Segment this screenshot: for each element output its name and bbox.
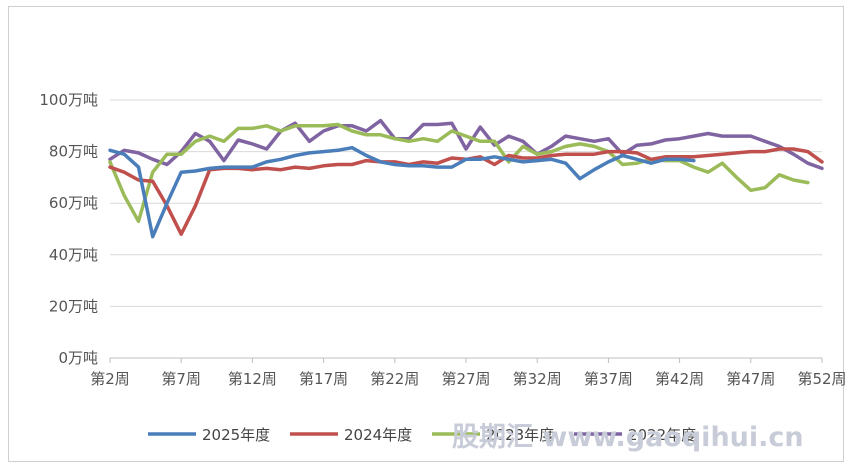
x-tick-label: 第47周 bbox=[726, 370, 775, 388]
x-tick-label: 第32周 bbox=[513, 370, 562, 388]
legend-label: 2025年度 bbox=[202, 426, 270, 444]
legend: 2025年度 2024年度 2023年度 2022年度 bbox=[148, 426, 696, 444]
gridlines bbox=[110, 99, 822, 307]
y-tick-label: 100万吨 bbox=[39, 91, 98, 109]
y-tick-label: 40万吨 bbox=[49, 246, 98, 264]
x-tick-label: 第37周 bbox=[584, 370, 633, 388]
x-tick-label: 第7周 bbox=[161, 370, 201, 388]
series-line-2023年度 bbox=[108, 122, 810, 224]
x-tick-label: 第22周 bbox=[370, 370, 419, 388]
series-line-2022年度 bbox=[108, 118, 824, 171]
x-tick-label: 第12周 bbox=[228, 370, 277, 388]
watermark: 股期汇 www.gaoqihui.cn bbox=[452, 422, 804, 453]
x-tick-label: 第42周 bbox=[655, 370, 704, 388]
series-line-2024年度 bbox=[108, 147, 824, 236]
y-axis-tick-labels: 0万吨 20万吨 40万吨 60万吨 80万吨 100万吨 bbox=[39, 91, 98, 367]
chart-frame bbox=[8, 6, 844, 462]
legend-label: 2024年度 bbox=[344, 426, 412, 444]
x-tick-label: 第52周 bbox=[797, 370, 846, 388]
legend-label: 2022年度 bbox=[628, 426, 696, 444]
legend-label: 2023年度 bbox=[486, 426, 554, 444]
y-tick-label: 20万吨 bbox=[49, 297, 98, 315]
x-tick-label: 第17周 bbox=[299, 370, 348, 388]
y-tick-label: 80万吨 bbox=[49, 143, 98, 161]
y-tick-label: 60万吨 bbox=[49, 194, 98, 212]
series-line-2025年度 bbox=[108, 145, 696, 239]
x-tick-label: 第2周 bbox=[90, 370, 130, 388]
x-tick-label: 第27周 bbox=[441, 370, 490, 388]
y-tick-label: 0万吨 bbox=[58, 349, 98, 367]
series-lines bbox=[108, 118, 824, 239]
x-axis-tick-labels: 第2周 第7周 第12周 第17周 第22周 第27周 第32周 第37周 第42周 第47周 第5… bbox=[90, 358, 847, 388]
